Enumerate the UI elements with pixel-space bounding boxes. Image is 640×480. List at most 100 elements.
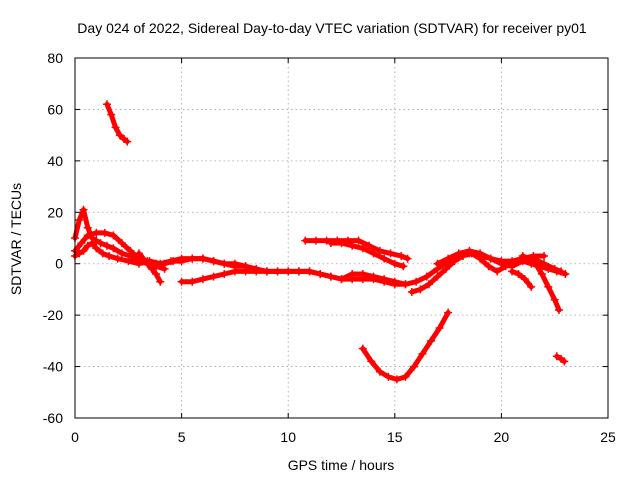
series-line [302,238,411,262]
data-point [109,244,118,253]
series-arc-8 [326,239,408,271]
series-arc-10 [358,308,453,384]
tick-layer: 0 5 10 15 20 25 80 60 40 20 0 -20 -40 -60 [43,50,616,445]
data-point [143,259,152,268]
data-point [403,254,412,263]
data-point [107,110,116,119]
y-tick-label: -20 [43,307,63,323]
data-point [102,241,111,250]
data-point [83,231,92,240]
chart-title: Day 024 of 2022, Sidereal Day-to-day VTE… [77,20,587,36]
series-arc-1 [102,100,132,146]
data-point [115,131,124,140]
y-axis-title: SDTVAR / TECUs [8,183,24,295]
y-tick-label: 80 [47,50,63,66]
data-point [444,308,453,317]
grid-layer [75,58,608,418]
data-point [433,272,442,281]
data-point [124,257,133,266]
data-point [326,272,335,281]
series-arc-2 [71,205,169,273]
x-tick-label: 15 [387,429,403,445]
data-point [367,357,376,366]
series-arc-5 [134,249,165,286]
data-point [316,270,325,278]
data-point [348,241,357,250]
data-point [386,249,395,258]
data-point [527,282,536,291]
data-point [188,254,197,263]
data-point [365,241,374,250]
data-point [166,257,175,266]
data-point [139,254,148,263]
y-tick-label: 60 [47,101,63,117]
series-arc-9 [337,249,549,289]
series-layer [71,100,570,384]
data-point [79,246,88,255]
data-point [540,252,549,260]
data-point [433,259,442,268]
data-point [514,270,523,278]
data-point [230,267,239,276]
data-point [465,246,474,255]
data-point [134,249,143,258]
data-point [252,267,261,276]
data-point [380,254,389,263]
data-point [102,100,111,109]
data-point [358,270,367,278]
data-point [96,239,105,248]
data-point [422,272,431,281]
data-point [392,375,401,384]
data-point [113,254,122,263]
series-arc-12 [433,246,566,276]
data-point [409,362,418,371]
series-arc-13 [518,252,563,314]
series-line [360,310,451,382]
data-point [117,249,126,258]
data-point [369,272,378,281]
y-tick-label: -60 [43,410,63,426]
data-point [537,270,546,278]
data-point [554,306,563,314]
x-tick-label: 10 [280,429,296,445]
data-point [416,285,425,294]
data-point [375,246,384,255]
data-point [561,270,570,278]
data-point [380,275,389,284]
x-axis-title: GPS time / hours [288,457,395,473]
data-point [418,349,427,358]
data-point [401,372,410,381]
data-point [100,228,109,237]
data-point [557,267,566,276]
data-point [156,277,165,286]
data-point [369,249,378,258]
data-point [177,277,186,286]
data-point [518,252,527,260]
data-point [220,270,229,278]
data-point [98,249,107,258]
plot-frame [74,57,609,419]
data-point [92,228,101,237]
data-point [105,252,114,260]
data-point [294,267,303,276]
data-point [544,282,553,291]
data-point [75,249,84,258]
data-point [92,244,101,253]
data-point [123,137,132,146]
data-point [188,277,197,286]
data-point [273,267,282,276]
y-tick-label: 20 [47,204,63,220]
data-point [412,277,421,286]
data-point [79,205,88,214]
data-point [311,236,320,245]
data-point [198,254,207,263]
data-point [525,254,534,263]
data-point [550,264,559,273]
data-point [399,262,408,271]
data-point [552,352,561,361]
data-point [134,259,143,268]
series-line [509,268,534,290]
data-point [354,236,363,245]
